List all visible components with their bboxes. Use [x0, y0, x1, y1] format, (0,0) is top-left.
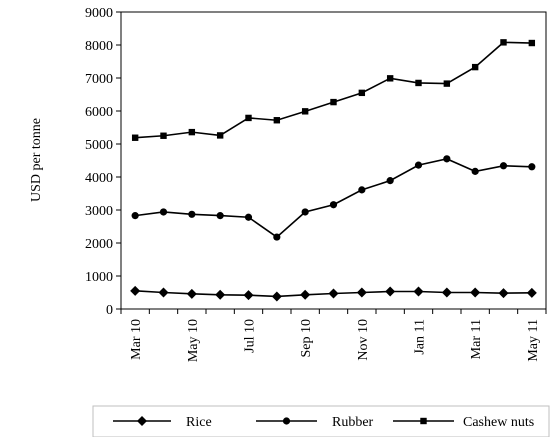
x-tick-label: May 11	[526, 319, 541, 362]
data-point-rubber	[443, 155, 451, 163]
data-point-rubber	[301, 208, 309, 216]
data-point-rice	[356, 287, 367, 298]
data-point-cashew-nuts	[160, 132, 167, 139]
data-point-rice	[215, 289, 226, 300]
plot-area	[120, 11, 547, 310]
legend-label: Cashew nuts	[463, 415, 534, 430]
y-tick-label: 5000	[85, 138, 113, 153]
legend-label: Rice	[186, 415, 212, 430]
y-axis: 0 1000 2000 3000 4000 5000 6000 7000 8000 9000	[85, 6, 121, 318]
series-rice	[130, 285, 537, 302]
data-point-rice	[130, 285, 141, 296]
data-point-cashew-nuts	[131, 134, 139, 141]
data-point-rice	[441, 287, 452, 298]
y-tick-label: 7000	[85, 72, 113, 87]
data-point-rubber	[216, 212, 224, 220]
data-point-rubber	[273, 233, 281, 241]
y-tick-label: 2000	[85, 237, 113, 252]
series-rubber	[131, 155, 536, 241]
legend-label: Rubber	[332, 415, 374, 430]
data-point-cashew-nuts	[443, 80, 451, 87]
legend: Rice Rubber Cashew nuts	[92, 405, 550, 437]
data-point-rubber	[358, 186, 366, 194]
data-point-rice	[498, 288, 509, 299]
legend-item-rubber: Rubber	[256, 415, 374, 430]
data-point-cashew-nuts	[301, 108, 309, 115]
data-point-cashew-nuts	[415, 79, 422, 87]
x-tick-label: Mar 10	[129, 319, 144, 360]
legend-marker	[282, 417, 291, 425]
y-tick-label: 0	[106, 303, 113, 318]
data-point-rice	[300, 289, 311, 300]
data-point-cashew-nuts	[273, 117, 281, 124]
x-tick-label: May 10	[186, 319, 201, 362]
data-point-cashew-nuts	[216, 132, 224, 139]
data-point-rubber	[188, 210, 196, 218]
y-tick-label: 9000	[85, 6, 113, 21]
data-point-rice	[328, 288, 339, 299]
data-point-rice	[186, 288, 197, 299]
data-point-rubber	[528, 163, 536, 171]
x-axis: Mar 10 May 10 Jul 10 Sep 10 Nov 10 Jan 11 Mar …	[120, 309, 547, 362]
x-tick-label: Mar 11	[469, 319, 484, 359]
legend-item-cashew-nuts: Cashew nuts	[393, 415, 534, 430]
data-point-rice	[243, 290, 254, 301]
data-point-rubber	[499, 162, 508, 170]
data-point-rubber	[329, 201, 338, 209]
data-point-cashew-nuts	[188, 128, 196, 136]
data-point-cashew-nuts	[471, 63, 479, 71]
data-point-rubber	[159, 208, 168, 216]
data-point-rice	[158, 287, 169, 298]
data-point-rubber	[471, 167, 479, 175]
series-layer	[130, 39, 537, 302]
y-axis-title: USD per tonne	[29, 118, 44, 202]
data-point-rice	[385, 286, 396, 297]
plot-frame	[120, 11, 547, 310]
data-point-rubber	[386, 177, 394, 185]
data-point-rice	[470, 287, 481, 298]
data-point-cashew-nuts	[386, 75, 394, 82]
data-point-cashew-nuts	[528, 39, 536, 47]
data-point-cashew-nuts	[245, 114, 252, 122]
data-point-rice	[526, 287, 537, 298]
data-point-cashew-nuts	[330, 98, 337, 106]
data-point-rice	[271, 291, 282, 302]
data-point-rubber	[414, 161, 423, 169]
y-tick-label: 8000	[85, 39, 113, 54]
series-line-cashew-nuts	[135, 41, 532, 139]
data-point-cashew-nuts	[358, 89, 366, 97]
x-tick-label: Jul 10	[243, 319, 258, 353]
y-tick-label: 3000	[85, 204, 113, 219]
x-tick-label: Nov 10	[356, 319, 371, 361]
data-point-cashew-nuts	[500, 39, 507, 46]
legend-item-rice: Rice	[113, 415, 212, 430]
data-point-rice	[413, 286, 424, 297]
x-tick-label: Sep 10	[299, 319, 314, 358]
y-tick-label: 4000	[85, 171, 113, 186]
y-tick-label: 1000	[85, 270, 113, 285]
legend-marker	[137, 416, 147, 426]
series-cashew-nuts	[131, 39, 536, 141]
data-point-rubber	[131, 212, 139, 220]
legend-marker	[420, 417, 427, 425]
x-tick-label: Jan 11	[413, 319, 428, 355]
y-tick-label: 6000	[85, 105, 113, 120]
data-point-rubber	[244, 213, 253, 221]
